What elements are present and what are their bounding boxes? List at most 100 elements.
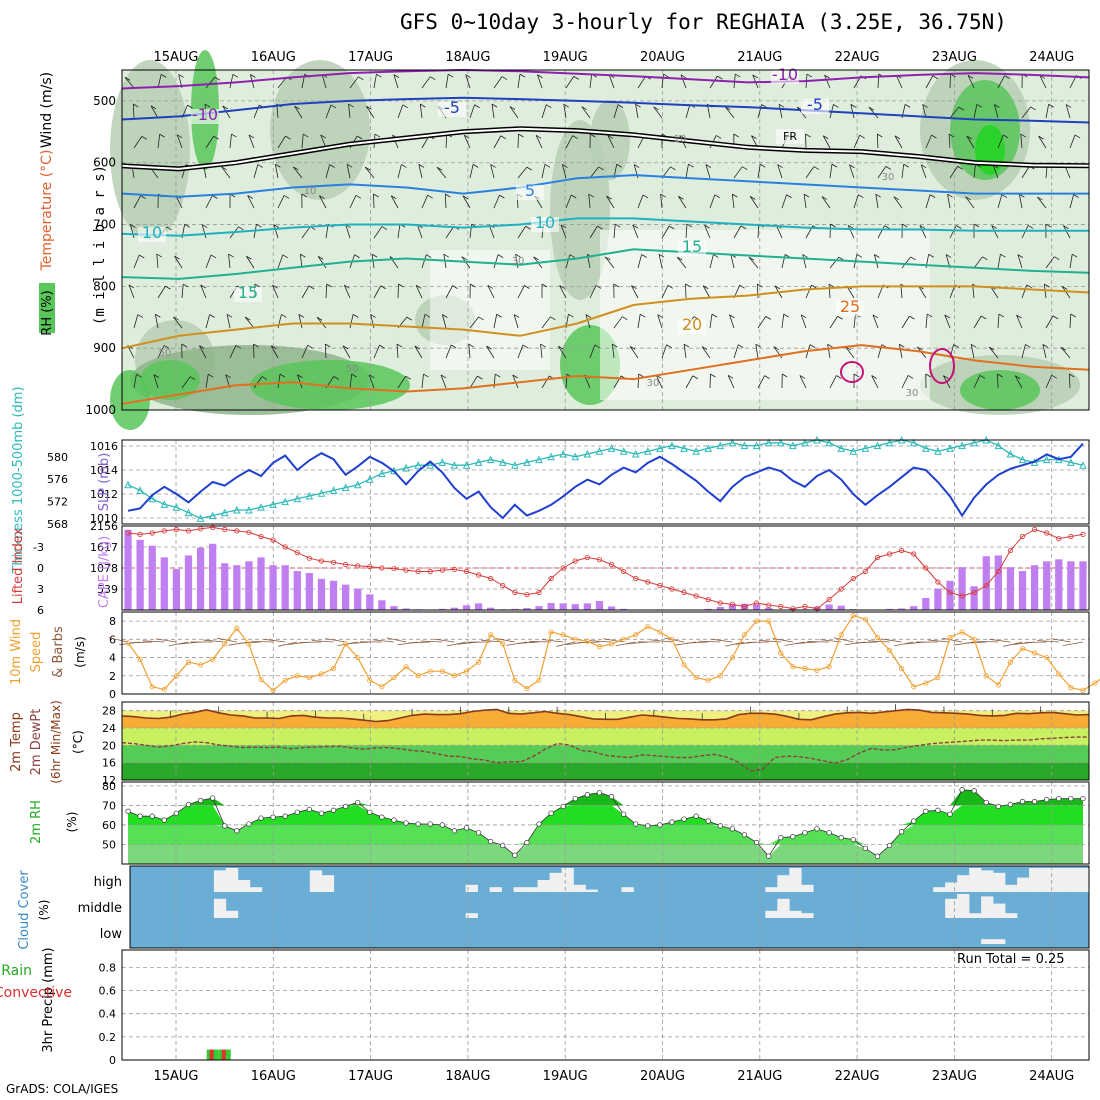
lifted-index-point [282, 544, 288, 550]
rh2m-point [161, 817, 167, 823]
wind-barb-flag [279, 373, 286, 378]
lifted-index-point [367, 563, 373, 570]
rh2m-point [862, 845, 869, 852]
wind-speed-point [318, 671, 325, 677]
wind-barb [246, 256, 255, 269]
thickness-point [776, 438, 785, 447]
wind-barb [445, 285, 453, 299]
lifted-index-point [451, 566, 458, 573]
surface-wind-barb [784, 641, 806, 646]
thickness-point [789, 441, 797, 450]
cloud-cell-middle [945, 898, 958, 918]
wind-speed-point [512, 677, 518, 683]
wind-barb-flag [477, 375, 483, 380]
wind-barb [277, 135, 286, 149]
wind-barb-flag [965, 196, 971, 201]
wind-barb [565, 135, 573, 149]
wind-barb-flag [526, 166, 533, 171]
wind-speed-point [911, 684, 917, 690]
thickness-point [740, 441, 749, 450]
cape-bar [716, 606, 724, 610]
wind-barb [632, 224, 639, 239]
wind-barb [925, 75, 934, 89]
wind-barb [676, 256, 687, 269]
thickness-point [885, 438, 894, 447]
wind-barb-flag [558, 345, 564, 350]
thickness-point [498, 458, 507, 466]
cloud-cell-high [969, 868, 982, 892]
thickness-point [752, 441, 761, 450]
wind-barb-flag [1070, 313, 1076, 318]
wind-barb [346, 164, 351, 179]
pressure-tick-label: 900 [93, 341, 116, 355]
wind-barb-flag [273, 224, 280, 228]
rh2m-point [681, 816, 687, 822]
wind-barb [517, 166, 528, 179]
surface-wind-barb [698, 640, 721, 643]
cape-bar [1006, 567, 1015, 610]
wind-barb [205, 195, 213, 209]
wind-barb [319, 195, 327, 209]
isotherm-label-bg [836, 301, 864, 316]
wind-barb-flag [1071, 253, 1078, 258]
isotherm-label-bg [138, 227, 166, 242]
date-label-bottom: 16AUG [251, 1069, 296, 1084]
rh2m-point [137, 813, 143, 819]
wind-barb-flag [622, 316, 628, 321]
wind-barb [274, 164, 279, 179]
wind-barb [325, 104, 332, 119]
wind-barb-flag [981, 315, 987, 320]
wind-barb-flag [221, 166, 227, 171]
wind-barb-flag [613, 283, 619, 288]
wind-barb [541, 104, 547, 119]
wind-barb-flag [440, 374, 447, 379]
precip-legend-convective: Convective [0, 985, 72, 1001]
wind-barb-flag [922, 104, 928, 108]
thickness-point [486, 455, 495, 464]
lifted-index-point [222, 526, 228, 533]
pressure-tick-label: 600 [93, 156, 116, 170]
wind-barb [469, 375, 478, 389]
wind-barb-flag [235, 344, 242, 349]
wind-barb [181, 284, 184, 299]
pressure-axis-label: (m i l l i b a r s) [92, 165, 108, 325]
wind-barb [803, 194, 807, 209]
isotherm-label: 25 [840, 297, 860, 316]
wind-speed-point [1068, 685, 1074, 691]
wind-barb [991, 225, 999, 239]
wind-barb-flag [452, 285, 458, 289]
wind-barb [228, 254, 231, 269]
rh2m-point [246, 821, 252, 827]
cape-bar [620, 608, 628, 610]
wind-speed-point [572, 636, 578, 642]
cloud-cell-high [309, 870, 323, 892]
wind-barb [611, 344, 615, 359]
wind-barb-flag [1051, 374, 1057, 379]
lifted-index-point [983, 582, 989, 589]
thickness-point [716, 441, 725, 450]
surface-wind-barb [1003, 641, 1023, 647]
isotherm-30-contour [929, 348, 955, 384]
rh-shade-region [270, 60, 370, 200]
wind-barb-flag [524, 285, 530, 289]
wind-barb [517, 226, 526, 239]
wind-barb [421, 195, 429, 209]
cape-bar [752, 604, 761, 610]
wind-barb [1039, 75, 1047, 89]
wind-barb [748, 257, 759, 269]
wind-barb [660, 194, 663, 209]
wind-barb [589, 285, 597, 299]
wind-barb [349, 76, 359, 89]
wind-barb [441, 314, 447, 329]
wind-barb-flag [207, 373, 214, 378]
thickness-point [305, 491, 314, 500]
wind-barb [733, 166, 743, 179]
date-label-bottom: 18AUG [445, 1069, 490, 1084]
cloud-axis-label: Cloud Cover [17, 870, 32, 950]
lifted-index-point [669, 586, 675, 592]
wind-barb [824, 74, 831, 89]
wind-barb-flag [973, 223, 980, 228]
wind-barb [993, 104, 999, 119]
wind-barb-flag [519, 73, 526, 78]
wind-barb-flag [1054, 256, 1060, 261]
